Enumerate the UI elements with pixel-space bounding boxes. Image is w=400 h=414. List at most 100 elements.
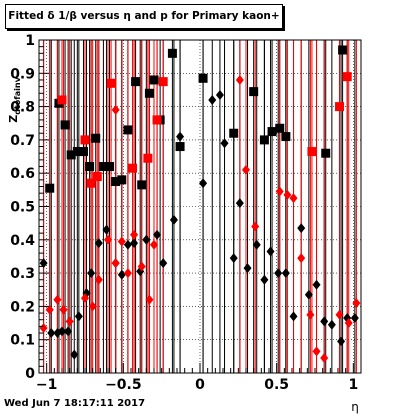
data-point-diamond (88, 301, 97, 312)
data-point-square (123, 125, 133, 135)
data-point-square (66, 150, 76, 160)
data-point-diamond (306, 309, 315, 320)
data-point-diamond (337, 336, 346, 347)
data-point-diamond (94, 238, 103, 249)
data-point-diamond (130, 229, 139, 240)
data-point-diamond (289, 311, 298, 322)
data-point-square (259, 135, 269, 145)
data-point-diamond (260, 274, 269, 285)
data-point-diamond (352, 298, 361, 309)
data-point-diamond (320, 316, 329, 327)
chart-title: Fitted δ 1/β versus η and p for Primary … (8, 10, 280, 22)
data-point-square (144, 88, 154, 98)
data-points (39, 45, 361, 364)
data-point-square (78, 147, 88, 157)
data-point-diamond (87, 268, 96, 279)
y-tick-label: 0.7 (10, 133, 35, 149)
x-tick-label: 0 (195, 377, 205, 393)
data-point-diamond (304, 289, 313, 300)
data-point-square (111, 177, 121, 187)
data-point-diamond (58, 326, 66, 337)
data-point-diamond (297, 253, 306, 264)
data-point-diamond (199, 178, 208, 189)
data-point-diamond (81, 293, 89, 304)
data-point-square (105, 162, 115, 172)
data-point-square (149, 75, 159, 85)
data-point-diamond (344, 318, 353, 329)
data-point-square (72, 147, 82, 157)
data-point-square (167, 48, 177, 58)
y-tick-label: 0.8 (10, 100, 35, 116)
data-point-diamond (53, 294, 62, 305)
data-point-diamond (111, 104, 120, 115)
data-point-diamond (275, 186, 284, 197)
data-point-diamond (47, 328, 56, 339)
data-point-diamond (312, 279, 321, 290)
data-point-diamond (104, 234, 112, 245)
data-point-square (321, 148, 331, 158)
data-point-diamond (111, 258, 120, 269)
data-point-diamond (335, 309, 344, 320)
data-point-square (175, 142, 185, 152)
data-point-diamond (235, 198, 244, 209)
x-tick-label: −0.5 (105, 377, 142, 393)
data-point-square (57, 95, 67, 105)
data-point-diamond (117, 269, 126, 280)
data-point-diamond (297, 223, 306, 234)
data-point-diamond (137, 261, 146, 272)
data-point-square (86, 178, 96, 188)
chart-title-box: Fitted δ 1/β versus η and p for Primary … (5, 4, 283, 29)
data-point-square (158, 77, 168, 87)
y-tick-label: 0.2 (10, 299, 35, 315)
data-point-diamond (117, 236, 126, 247)
data-point-diamond (145, 294, 154, 305)
data-point-diamond (283, 189, 292, 200)
data-point-diamond (208, 94, 217, 105)
data-point-square (117, 175, 127, 185)
data-point-diamond (220, 138, 229, 149)
data-point-diamond (327, 319, 336, 330)
y-tick-label: 1 (25, 33, 35, 49)
data-point-diamond (229, 253, 238, 264)
data-point-square (152, 115, 162, 125)
data-point-square (281, 132, 291, 142)
data-point-diamond (159, 258, 168, 269)
data-point-diamond (320, 353, 329, 364)
data-point-square (60, 120, 70, 130)
data-point-diamond (123, 268, 132, 279)
data-point-diamond (281, 268, 290, 279)
data-point-diamond (176, 131, 185, 142)
data-point-diamond (64, 326, 73, 337)
data-point-square (198, 73, 208, 83)
data-point-diamond (59, 304, 68, 315)
y-tick-label: 0.5 (10, 200, 35, 216)
y-tick-label: 0.9 (10, 66, 35, 82)
data-point-square (249, 87, 259, 97)
axes: −1 −0.5 0 0.5 1 0 0.1 0.2 0.3 0.4 0.5 0.6 0.7 0.8 0.9 1 (10, 33, 362, 393)
data-point-diamond (102, 224, 111, 235)
data-point-square (106, 78, 116, 88)
y-tick-label: 0.1 (10, 333, 35, 349)
data-point-square (131, 77, 141, 87)
data-point-square (128, 163, 138, 173)
y-tick-label: 0.6 (10, 166, 35, 182)
timestamp-footer: Wed Jun 7 18:17:11 2017 (4, 398, 146, 409)
data-point-diamond (289, 193, 298, 204)
data-point-diamond (169, 214, 178, 225)
data-point-square (307, 147, 317, 157)
data-point-diamond (251, 221, 260, 232)
data-point-diamond (243, 263, 252, 274)
data-point-diamond (142, 234, 151, 245)
data-point-diamond (150, 239, 158, 250)
data-point-diamond (123, 239, 132, 250)
data-point-diamond (39, 258, 48, 269)
data-point-square (275, 123, 285, 133)
data-point-diamond (235, 74, 244, 85)
x-tick-label: 1 (348, 377, 358, 393)
data-point-square (335, 102, 345, 112)
data-point-diamond (274, 268, 283, 279)
data-point-diamond (74, 311, 83, 322)
y-tick-label: 0 (25, 366, 35, 382)
data-point-diamond (242, 164, 250, 175)
